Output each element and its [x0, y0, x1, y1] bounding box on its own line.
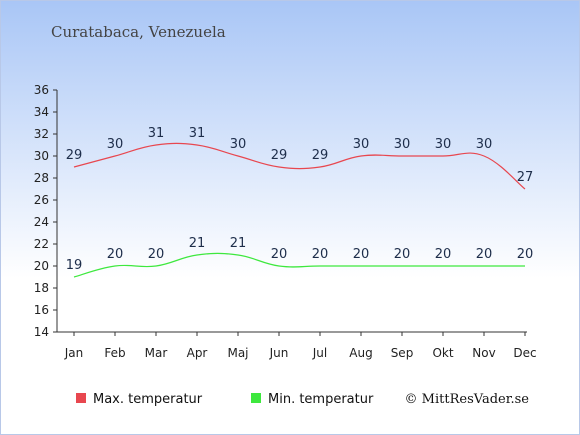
min-data-label: 19 — [66, 258, 83, 273]
y-ticks: 14 16 18 20 22 24 26 28 30 32 34 36 — [34, 83, 57, 339]
x-tick-label: Maj — [227, 346, 248, 360]
min-data-label: 21 — [230, 236, 247, 251]
max-data-label: 29 — [271, 148, 288, 163]
min-data-label: 20 — [435, 247, 452, 262]
y-tick-label: 14 — [34, 325, 49, 339]
x-tick-label: Sep — [391, 346, 414, 360]
legend-min-label: Min. temperatur — [268, 392, 374, 407]
data-labels: 29 30 31 31 30 29 29 30 30 30 30 27 19 20 20 21 21 20 20 20… — [66, 126, 534, 273]
y-tick-label: 24 — [34, 215, 49, 229]
y-tick-label: 16 — [34, 303, 49, 317]
x-tick-label: Dec — [513, 346, 536, 360]
x-tick-label: Nov — [472, 346, 495, 360]
max-data-label: 29 — [312, 148, 329, 163]
legend-max-label: Max. temperatur — [93, 392, 203, 407]
legend-max-swatch — [76, 393, 86, 403]
max-data-label: 30 — [394, 137, 411, 152]
y-tick-label: 34 — [34, 105, 49, 119]
min-data-label: 20 — [353, 247, 370, 262]
min-data-label: 20 — [394, 247, 411, 262]
x-tick-label: Aug — [349, 346, 372, 360]
series-lines — [73, 142, 526, 278]
max-data-label: 27 — [517, 170, 534, 185]
min-data-label: 20 — [476, 247, 493, 262]
credit-text: © MittResVader.se — [405, 392, 530, 407]
max-data-label: 30 — [353, 137, 370, 152]
min-data-label: 21 — [189, 236, 206, 251]
y-tick-label: 18 — [34, 281, 49, 295]
min-temperature-line — [73, 252, 525, 278]
y-tick-label: 22 — [34, 237, 49, 251]
x-ticks: Jan Feb Mar Apr Maj Jun Jul Aug Sep Okt Nov Dec — [64, 332, 537, 360]
min-data-label: 20 — [148, 247, 165, 262]
x-tick-label: Jun — [269, 346, 289, 360]
max-data-label: 30 — [476, 137, 493, 152]
x-tick-label: Apr — [187, 346, 208, 360]
x-tick-label: Okt — [432, 346, 453, 360]
min-data-label: 20 — [271, 247, 288, 262]
legend-min-swatch — [251, 393, 261, 403]
min-data-label: 20 — [517, 247, 534, 262]
y-tick-label: 20 — [34, 259, 49, 273]
y-tick-label: 26 — [34, 193, 49, 207]
max-data-label: 30 — [230, 137, 247, 152]
x-tick-label: Jul — [312, 346, 327, 360]
max-data-label: 30 — [435, 137, 452, 152]
max-data-label: 30 — [107, 137, 124, 152]
x-tick-label: Jan — [64, 346, 84, 360]
min-data-label: 20 — [312, 247, 329, 262]
chart-title: Curatabaca, Venezuela — [51, 23, 226, 41]
x-tick-label: Feb — [104, 346, 125, 360]
y-tick-label: 28 — [34, 171, 49, 185]
max-data-label: 31 — [148, 126, 165, 141]
y-tick-label: 32 — [34, 127, 49, 141]
y-tick-label: 36 — [34, 83, 49, 97]
max-data-label: 29 — [66, 148, 83, 163]
max-temperature-line — [73, 142, 526, 190]
min-data-label: 20 — [107, 247, 124, 262]
max-data-label: 31 — [189, 126, 206, 141]
y-tick-label: 30 — [34, 149, 49, 163]
x-tick-label: Mar — [145, 346, 168, 360]
